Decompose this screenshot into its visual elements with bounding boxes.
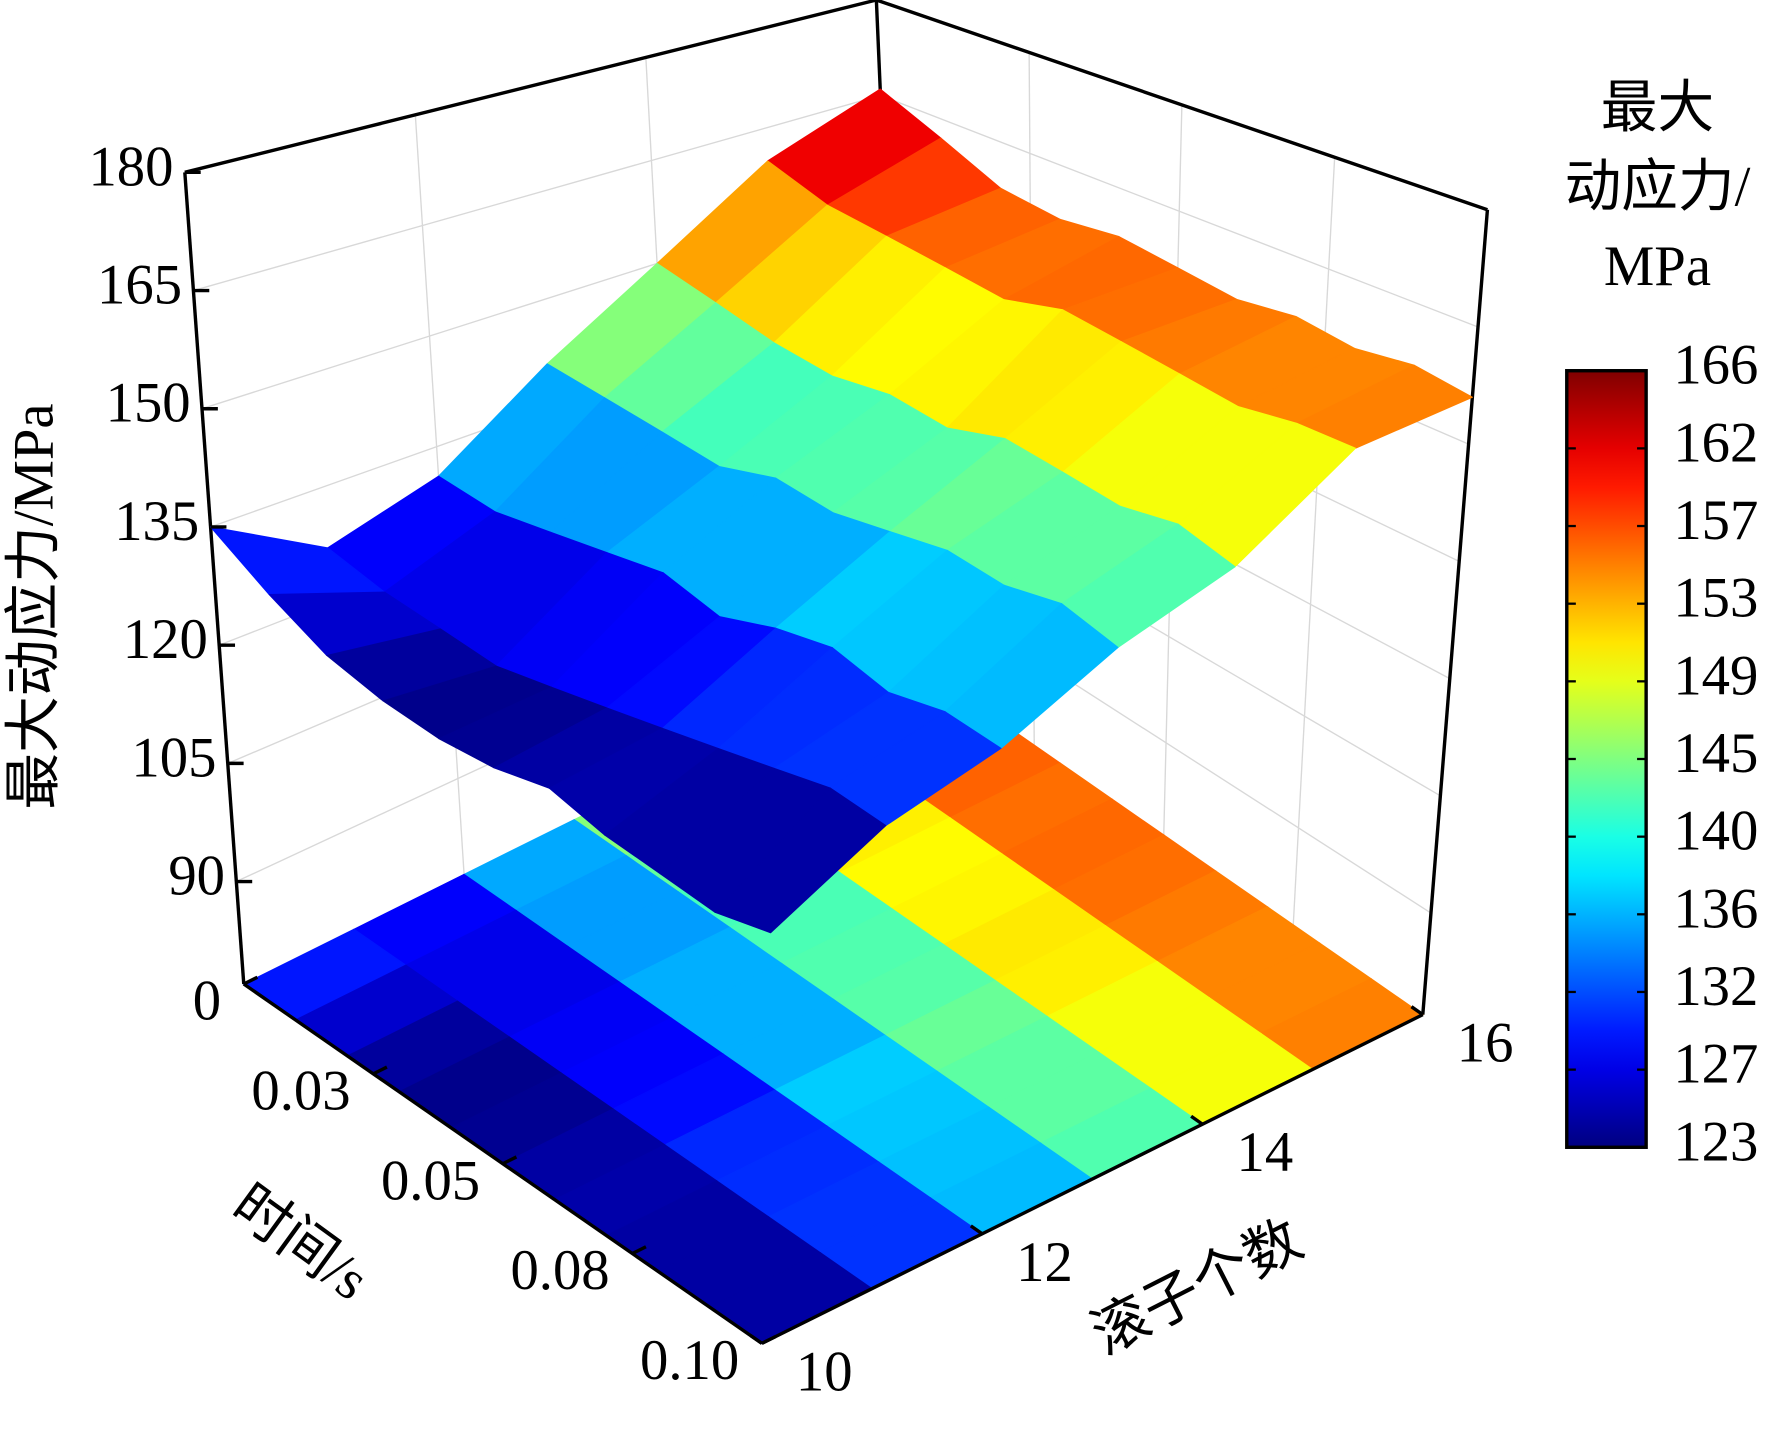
colorbar-tick-label: 127 [1673, 1033, 1758, 1096]
colorbar-tick-label: 123 [1673, 1110, 1758, 1173]
colorbar-tick-label: 162 [1673, 411, 1758, 474]
colorbar-tick-label: 157 [1673, 489, 1758, 552]
y-tick-label: 10 [796, 1340, 853, 1403]
x-tick-label: 0 [193, 970, 221, 1033]
colorbar [1565, 369, 1648, 1149]
tick-mark [1190, 1114, 1204, 1126]
x-tick-label: 0.08 [510, 1239, 609, 1302]
colorbar-title: 最大 [1601, 76, 1714, 139]
tick-mark [1410, 1005, 1424, 1017]
colorbar-tick-label: 140 [1673, 800, 1758, 863]
x-tick-label: 0.03 [251, 1060, 350, 1123]
axis-line [875, 0, 1488, 212]
tick-mark [969, 1224, 984, 1236]
colorbar-tick-label: 153 [1673, 567, 1758, 630]
z-tick-label: 105 [131, 726, 216, 789]
y-tick-label: 14 [1236, 1121, 1293, 1184]
colorbar-tick-label: 166 [1673, 334, 1758, 397]
surface-cell [714, 787, 887, 934]
z-tick-label: 180 [88, 135, 173, 198]
axis-line [1421, 209, 1490, 1015]
z-tick-label: 135 [114, 490, 199, 553]
z-tick-label: 90 [168, 845, 225, 908]
y-axis-title: 滚子个数 [1082, 1208, 1313, 1367]
axis-line [183, 172, 246, 985]
tick-mark [749, 1334, 763, 1345]
colorbar-title: MPa [1604, 235, 1711, 298]
z-tick-label: 165 [97, 254, 182, 317]
colorbar-tick-label: 149 [1673, 644, 1758, 707]
z-tick-label: 120 [123, 608, 208, 671]
y-tick-label: 16 [1457, 1012, 1514, 1075]
colorbar-tick-label: 145 [1673, 722, 1758, 785]
y-tick-label: 12 [1016, 1231, 1073, 1294]
tick-mark [502, 1155, 518, 1166]
tick-mark [372, 1065, 388, 1076]
tick-mark [631, 1245, 647, 1256]
colorbar-tick-label: 132 [1673, 955, 1758, 1018]
colorbar-tick-label: 136 [1673, 877, 1758, 940]
z-axis-title: 最大动应力/MPa [3, 403, 66, 809]
axis-line [761, 1013, 1424, 1345]
z-tick-label: 150 [106, 372, 191, 435]
axis-line [184, 0, 877, 174]
tick-mark [243, 975, 259, 986]
x-tick-label: 0.10 [640, 1329, 739, 1392]
x-axis-title: 时间/s [221, 1173, 380, 1313]
grid-line [1292, 157, 1336, 925]
tick-mark [761, 1335, 777, 1345]
colorbar-title: 动应力/ [1565, 156, 1751, 219]
x-tick-label: 0.05 [381, 1149, 480, 1212]
